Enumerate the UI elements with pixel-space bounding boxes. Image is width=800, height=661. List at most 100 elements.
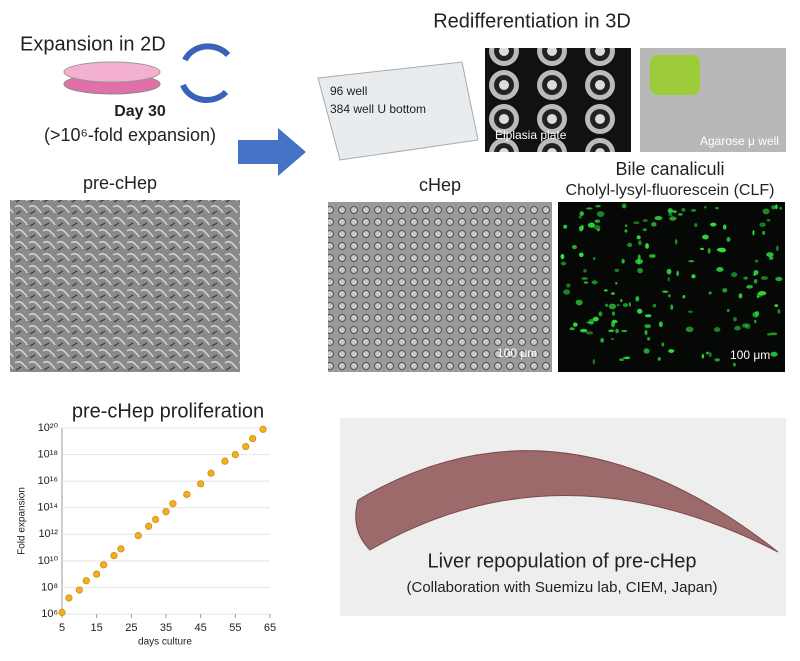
y-tick-label: 10²⁰ — [38, 422, 59, 434]
fluorescent-spot — [572, 322, 578, 327]
fluorescent-spot — [642, 218, 648, 222]
fluorescent-spot — [579, 328, 588, 333]
fluorescent-spot — [628, 302, 632, 307]
fluorescent-spot — [731, 272, 738, 278]
fluorescent-spot — [608, 303, 617, 310]
y-tick-label: 10¹⁰ — [38, 555, 59, 567]
plate-label: 96 well — [330, 84, 367, 98]
fluorescent-spot — [621, 203, 627, 209]
fluorescent-spot — [624, 229, 628, 233]
point — [110, 551, 118, 560]
fluorescent-spot — [596, 211, 605, 217]
fluorescent-spot — [657, 357, 661, 361]
fluorescent-spot — [681, 208, 686, 212]
fluorescent-spot — [620, 299, 623, 303]
fluorescent-spot — [622, 303, 629, 308]
fluorescent-spot — [644, 329, 648, 336]
fluorescent-spot — [581, 277, 588, 280]
fluorescent-spot — [585, 331, 594, 335]
point — [58, 608, 66, 617]
point — [259, 425, 267, 433]
fluorescent-spot — [637, 267, 644, 274]
day-label: Day 30 — [114, 103, 166, 120]
fluorescent-spot — [594, 219, 601, 223]
fluorescent-spot — [708, 352, 712, 358]
x-tick-label: 5 — [59, 622, 65, 634]
fluorescent-spot — [614, 268, 620, 272]
point — [169, 500, 177, 508]
point — [197, 480, 205, 488]
fluorescent-spot — [644, 314, 652, 318]
fluorescent-spot — [685, 326, 694, 333]
fluorescent-spot — [595, 204, 601, 208]
fluorescent-spot — [710, 222, 717, 227]
point — [145, 522, 153, 530]
fluorescent-spot — [638, 240, 642, 246]
fluorescent-spot — [668, 212, 673, 217]
fluorescent-spot — [633, 221, 640, 225]
point — [231, 450, 239, 459]
fluorescent-spot — [611, 319, 618, 324]
fluorescent-spot — [766, 219, 771, 222]
y-tick-label: 10¹⁴ — [37, 502, 58, 514]
fluorescent-spot — [716, 267, 724, 272]
fluorescent-spot — [704, 205, 707, 209]
point — [82, 577, 90, 585]
fluorescent-spot — [668, 349, 675, 353]
fluorescent-spot — [753, 273, 756, 276]
fluorescent-spot — [715, 206, 719, 210]
fluorescent-spot — [708, 291, 712, 295]
chep-image — [328, 202, 552, 372]
liver-title: Liver repopulation of pre-cHep — [427, 550, 696, 572]
fluorescent-spot — [615, 282, 618, 285]
fluorescent-spot — [702, 234, 709, 240]
point — [152, 515, 160, 524]
fluorescent-spot — [645, 243, 649, 249]
fluorescent-spot — [635, 296, 640, 302]
point — [134, 531, 142, 540]
fluorescent-spot — [662, 290, 669, 293]
fluorescent-spot — [666, 268, 672, 275]
point — [207, 469, 215, 477]
fluorescent-spot — [654, 215, 663, 221]
fluorescent-spot — [587, 222, 595, 228]
fluorescent-spot — [726, 237, 731, 242]
fluorescent-spot — [593, 225, 601, 230]
x-axis-label: days culture — [138, 637, 192, 648]
fluorescent-spot — [610, 292, 615, 295]
fluorescent-spot — [661, 342, 665, 347]
liver-note: (Collaboration with Suemizu lab, CIEM, J… — [407, 579, 718, 596]
fluorescent-spot — [644, 324, 652, 329]
x-tick-label: 55 — [229, 622, 241, 634]
fluorescent-spot — [722, 224, 727, 230]
x-tick-label: 65 — [264, 622, 276, 634]
fluorescent-spot — [762, 230, 766, 235]
y-tick-label: 10¹⁶ — [38, 475, 58, 487]
fluorescent-spot — [714, 358, 721, 362]
fluorescent-spot — [563, 224, 568, 229]
fluorescent-spot — [691, 274, 696, 279]
fluorescent-spot — [585, 207, 593, 210]
fluorescent-spot — [624, 224, 628, 228]
fluorescent-spot — [776, 245, 779, 251]
fluorescent-spot — [733, 317, 737, 322]
fluorescent-spot — [734, 325, 741, 331]
fluorescent-spot — [627, 242, 633, 247]
fluorescent-spot — [771, 205, 776, 210]
fluorescent-spot — [622, 356, 630, 360]
y-tick-label: 10¹² — [38, 528, 58, 540]
fluorescent-spot — [636, 235, 641, 240]
fluorescent-spot — [643, 348, 650, 354]
fluorescent-spot — [741, 323, 748, 328]
point — [183, 490, 191, 499]
fluorescent-spot — [775, 204, 778, 210]
fluorescent-spot — [699, 247, 705, 251]
plate — [317, 61, 479, 161]
scale-bar-label: 100 μm — [497, 346, 537, 360]
plate-label: 384 well U bottom — [330, 102, 426, 116]
fluorescent-spot — [768, 255, 774, 260]
fluorescent-spot — [647, 337, 651, 341]
fluorescent-spot — [658, 321, 663, 328]
fluorescent-spot — [701, 354, 705, 359]
fluorescent-spot — [667, 208, 674, 214]
